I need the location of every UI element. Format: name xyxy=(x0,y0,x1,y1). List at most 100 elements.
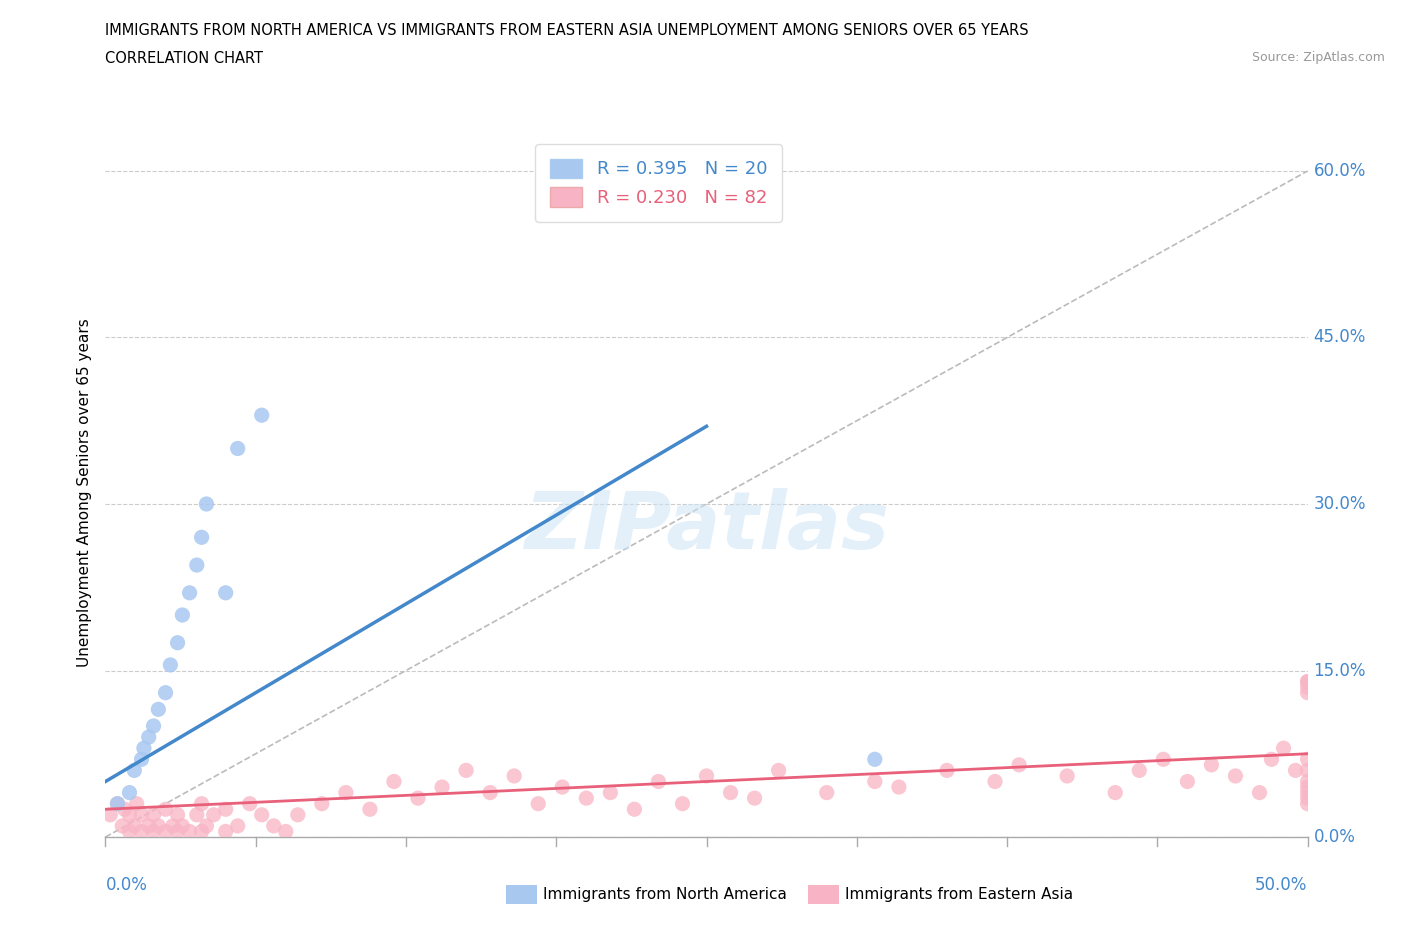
Point xyxy=(1296,774,1319,789)
Point xyxy=(142,719,165,734)
Legend: R = 0.395   N = 20, R = 0.230   N = 82: R = 0.395 N = 20, R = 0.230 N = 82 xyxy=(536,144,782,221)
Text: 0.0%: 0.0% xyxy=(105,876,148,894)
Point xyxy=(190,796,212,811)
Point xyxy=(671,796,693,811)
Point xyxy=(527,796,550,811)
Point xyxy=(202,807,225,822)
Point xyxy=(1296,674,1319,689)
Point xyxy=(162,818,184,833)
Point xyxy=(1296,751,1319,766)
Text: 30.0%: 30.0% xyxy=(1313,495,1367,513)
Point xyxy=(190,530,212,545)
Point xyxy=(155,802,177,817)
Point xyxy=(138,730,160,745)
Point xyxy=(195,497,218,512)
Point xyxy=(118,824,141,839)
Point xyxy=(138,818,160,833)
Point xyxy=(148,818,170,833)
Point xyxy=(1008,757,1031,772)
Point xyxy=(1284,763,1306,777)
Point xyxy=(1296,685,1319,700)
Point xyxy=(1296,785,1319,800)
Point xyxy=(111,818,134,833)
Point xyxy=(744,790,766,805)
Point xyxy=(239,796,262,811)
Point xyxy=(250,807,273,822)
Point xyxy=(575,790,598,805)
Point xyxy=(696,768,718,783)
Point xyxy=(647,774,669,789)
Point xyxy=(1296,779,1319,794)
Point xyxy=(250,407,273,422)
Point xyxy=(1272,741,1295,756)
Point xyxy=(1249,785,1271,800)
Point xyxy=(148,702,170,717)
Point xyxy=(623,802,645,817)
Text: Immigrants from Eastern Asia: Immigrants from Eastern Asia xyxy=(845,887,1073,902)
Point xyxy=(179,824,201,839)
Point xyxy=(118,807,141,822)
Point xyxy=(166,635,188,650)
Point xyxy=(599,785,621,800)
Point xyxy=(1296,763,1319,777)
Point xyxy=(1152,751,1174,766)
Point xyxy=(226,818,249,833)
Point xyxy=(118,785,141,800)
Text: CORRELATION CHART: CORRELATION CHART xyxy=(105,51,263,66)
Point xyxy=(311,796,333,811)
Text: 15.0%: 15.0% xyxy=(1313,661,1367,680)
Point xyxy=(159,658,181,672)
Point xyxy=(131,751,153,766)
Point xyxy=(172,607,194,622)
Point xyxy=(287,807,309,822)
Point xyxy=(1225,768,1247,783)
Point xyxy=(1104,785,1126,800)
Point xyxy=(172,818,194,833)
Point xyxy=(142,824,165,839)
Point xyxy=(186,807,208,822)
Point xyxy=(815,785,838,800)
Text: 45.0%: 45.0% xyxy=(1313,328,1367,347)
Point xyxy=(720,785,742,800)
Point xyxy=(1296,796,1319,811)
Point xyxy=(226,441,249,456)
Point xyxy=(166,807,188,822)
Point xyxy=(114,802,136,817)
Point xyxy=(214,802,236,817)
Point xyxy=(142,807,165,822)
Point xyxy=(551,779,574,794)
Point xyxy=(382,774,405,789)
Point xyxy=(98,807,121,822)
Point xyxy=(131,824,153,839)
Point xyxy=(768,763,790,777)
Text: 60.0%: 60.0% xyxy=(1313,162,1367,180)
Point xyxy=(430,779,453,794)
Point xyxy=(406,790,429,805)
Point xyxy=(454,763,477,777)
Point xyxy=(936,763,959,777)
Point xyxy=(124,763,146,777)
Point xyxy=(186,558,208,573)
Point xyxy=(155,824,177,839)
Point xyxy=(131,807,153,822)
Point xyxy=(1201,757,1223,772)
Point xyxy=(863,751,886,766)
Point xyxy=(132,741,155,756)
Point xyxy=(479,785,502,800)
Point xyxy=(1056,768,1078,783)
Text: ZIPatlas: ZIPatlas xyxy=(524,488,889,566)
Point xyxy=(1296,790,1319,805)
Text: IMMIGRANTS FROM NORTH AMERICA VS IMMIGRANTS FROM EASTERN ASIA UNEMPLOYMENT AMONG: IMMIGRANTS FROM NORTH AMERICA VS IMMIGRA… xyxy=(105,23,1029,38)
Point xyxy=(107,796,129,811)
Text: Immigrants from North America: Immigrants from North America xyxy=(543,887,786,902)
Point xyxy=(984,774,1007,789)
Point xyxy=(1260,751,1282,766)
Point xyxy=(503,768,526,783)
Text: Source: ZipAtlas.com: Source: ZipAtlas.com xyxy=(1251,51,1385,64)
Point xyxy=(214,824,236,839)
Point xyxy=(1296,680,1319,695)
Point xyxy=(863,774,886,789)
Point xyxy=(263,818,285,833)
Point xyxy=(1296,674,1319,689)
Point xyxy=(274,824,297,839)
